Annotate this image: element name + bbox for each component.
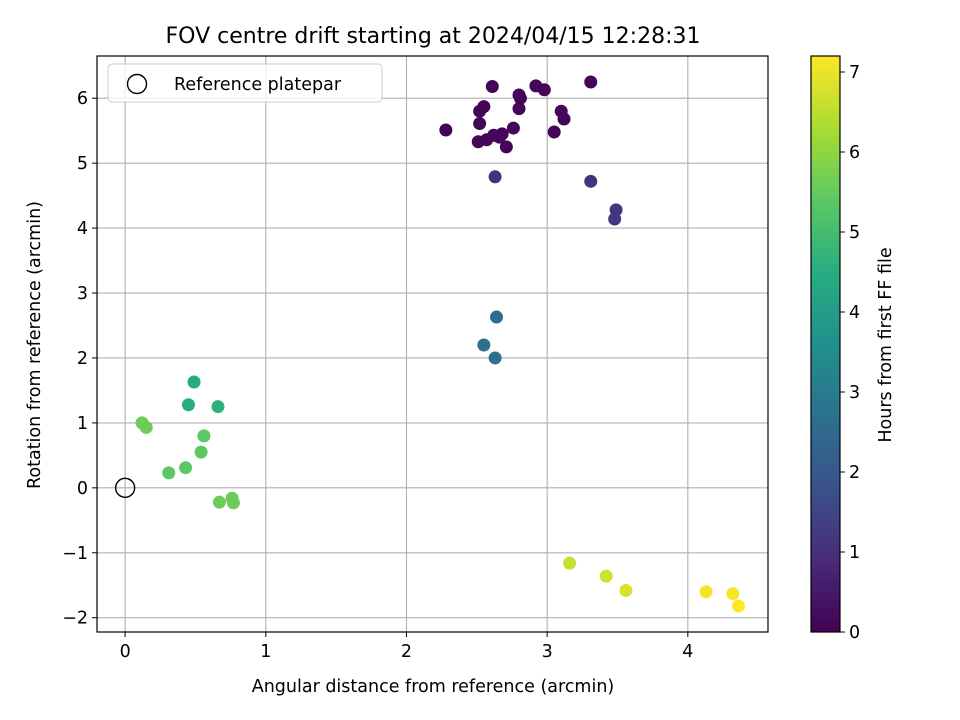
x-tick-label: 3 [542,642,553,662]
data-point [619,583,633,597]
colorbar-tick-label: 7 [849,63,860,83]
data-point [584,174,598,188]
data-point [563,556,577,570]
y-tick-label: 5 [77,154,88,174]
data-point [194,445,208,459]
data-point [584,75,598,89]
data-point [599,569,613,583]
colorbar-tick-label: 4 [849,303,860,323]
data-point [477,100,491,114]
data-point [513,91,527,105]
data-point [439,123,453,137]
data-point [699,585,713,599]
data-point [488,351,502,365]
data-point [547,125,561,139]
data-point [212,495,226,509]
data-point [477,338,491,352]
data-point [512,102,526,116]
data-point [537,83,551,97]
data-point [608,212,622,226]
colorbar-tick-label: 3 [849,383,860,403]
x-tick-label: 0 [120,642,131,662]
colorbar-tick-label: 2 [849,463,860,483]
x-tick-label: 2 [401,642,412,662]
colorbar-tick-label: 0 [849,623,860,643]
y-tick-label: 0 [77,479,88,499]
colorbar-tick-label: 1 [849,543,860,563]
y-axis-label: Rotation from reference (arcmin) [25,201,45,489]
data-point [726,587,740,601]
data-point [495,127,509,141]
reference-point [114,477,136,499]
data-point [488,170,502,184]
y-tick-label: −2 [62,609,88,629]
legend-box [107,63,383,103]
data-point [499,140,513,154]
data-point [226,496,240,510]
plot-frame [96,55,769,633]
y-tick-label: 4 [77,219,88,239]
data-point [485,80,499,94]
colorbar-tick-label: 6 [849,143,860,163]
y-tick-label: 2 [77,349,88,369]
y-tick-label: 1 [77,414,88,434]
plot-area: 0 1 2 3 4 −2 −1 0 1 2 3 4 5 6 [62,55,769,662]
chart-title: FOV centre drift starting at 2024/04/15 … [166,24,701,49]
data-point [557,112,571,126]
data-point [197,429,211,443]
data-point [506,121,520,135]
data-point [473,117,487,131]
colorbar: 0 1 2 3 4 5 6 7 [810,55,860,643]
plot-background [97,56,768,632]
data-point [187,375,201,389]
colorbar-label: Hours from first FF file [876,247,896,442]
y-tick-label: 3 [77,284,88,304]
data-point [490,310,504,324]
y-tick-label: −1 [62,544,88,564]
legend-marker-icon [126,73,148,95]
data-point [162,466,176,480]
data-point [181,398,195,412]
data-point [179,461,193,475]
x-tick-label: 1 [260,642,271,662]
y-tick-label: 6 [77,89,88,109]
x-axis-label: Angular distance from reference (arcmin) [252,677,615,697]
legend-label: Reference platepar [174,75,342,95]
legend: Reference platepar [107,63,383,103]
x-tick-label: 4 [682,642,693,662]
colorbar-tick-label: 5 [849,223,860,243]
data-point [731,599,745,613]
colorbar-gradient [810,55,841,633]
data-point [211,400,225,414]
data-point [139,420,153,434]
